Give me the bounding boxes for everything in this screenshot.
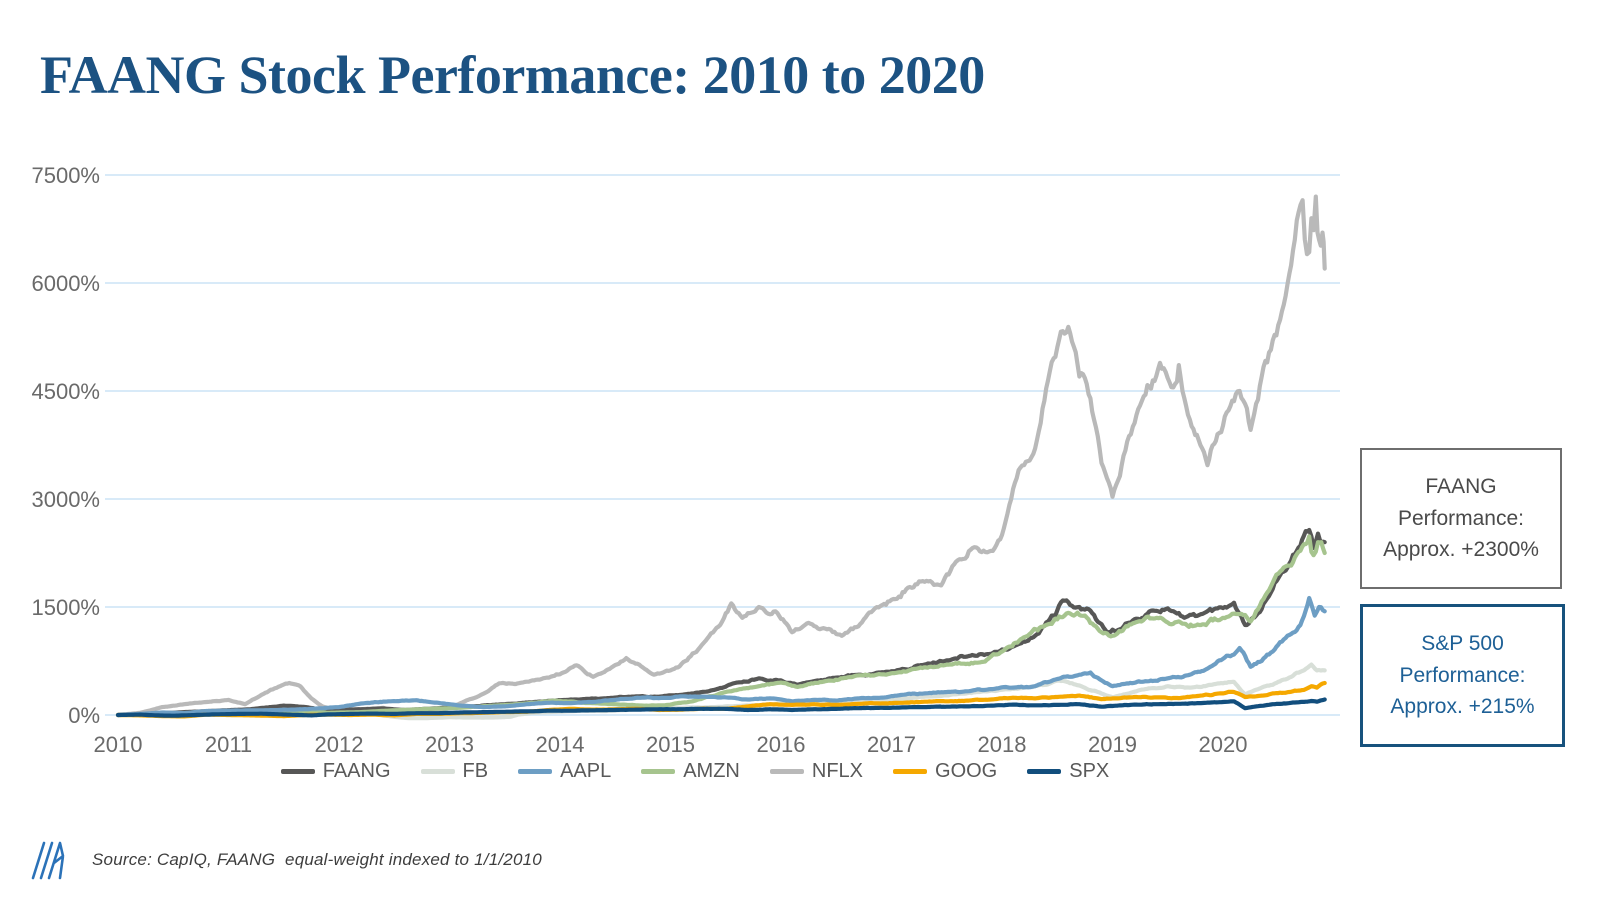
brand-logo-icon (31, 841, 65, 880)
legend-label-nflx: NFLX (811, 760, 864, 782)
x-axis-label-2018: 2018 (978, 732, 1027, 757)
legend-item-aapl: AAPL (518, 760, 611, 783)
legend-swatch-goog (893, 769, 928, 774)
series-line-nflx (115, 194, 1327, 718)
x-axis-label-2010: 2010 (94, 732, 143, 757)
callout-sp500-line2: Performance: (1399, 663, 1526, 687)
y-axis-label-7500: 7500% (31, 163, 100, 188)
legend-item-goog: GOOG (893, 760, 997, 783)
legend-item-amzn: AMZN (641, 760, 740, 783)
x-axis-label-2019: 2019 (1088, 732, 1137, 757)
callout-sp500-line3: Approx. +215% (1390, 695, 1535, 719)
callout-sp500-line1: S&P 500 (1421, 632, 1504, 656)
x-axis-label-2011: 2011 (205, 732, 252, 757)
legend-item-nflx: NFLX (769, 760, 864, 783)
legend-swatch-fb (420, 769, 455, 774)
legend-swatch-amzn (641, 769, 676, 774)
legend-swatch-aapl (518, 769, 553, 774)
y-axis-label-1500: 1500% (31, 595, 100, 620)
series-line-amzn (115, 534, 1327, 718)
x-axis-label-2013: 2013 (425, 732, 474, 757)
chart-legend: FAANG FB AAPL AMZN NFLX GOOG SPX (105, 760, 1285, 783)
y-axis-label-0: 0% (68, 703, 100, 728)
legend-swatch-faang (280, 769, 315, 774)
callout-faang-line3: Approx. +2300% (1383, 538, 1539, 562)
legend-label-goog: GOOG (935, 760, 998, 782)
performance-chart: 0% 1500% 3000% 4500% 6000% 7500% 2010 2011 2012 2… (31, 163, 1340, 757)
legend-swatch-spx (1027, 769, 1062, 774)
x-axis-label-2012: 2012 (315, 732, 364, 757)
callout-faang-performance: FAANG Performance: Approx. +2300% (1360, 448, 1562, 589)
callout-faang-line1: FAANG (1425, 475, 1497, 499)
legend-label-spx: SPX (1069, 760, 1110, 782)
chart-title: FAANG Stock Performance: 2010 to 2020 (40, 45, 985, 105)
source-text: Source: CapIQ, FAANG equal-weight indexe… (92, 850, 542, 869)
legend-swatch-nflx (769, 769, 804, 774)
legend-item-spx: SPX (1027, 760, 1109, 783)
legend-label-fb: FB (462, 760, 489, 782)
x-axis-label-2014: 2014 (536, 732, 585, 757)
callout-sp500-performance: S&P 500 Performance: Approx. +215% (1360, 604, 1565, 747)
legend-item-faang: FAANG (280, 760, 391, 783)
series-line-aapl (115, 595, 1327, 718)
x-axis-label-2015: 2015 (646, 732, 695, 757)
series-line-spx (115, 697, 1327, 718)
y-axis-label-4500: 4500% (31, 379, 100, 404)
x-axis-label-2020: 2020 (1199, 732, 1248, 757)
legend-label-aapl: AAPL (560, 760, 612, 782)
legend-label-faang: FAANG (322, 760, 391, 782)
y-axis-label-6000: 6000% (31, 271, 100, 296)
y-axis-label-3000: 3000% (31, 487, 100, 512)
x-axis-label-2017: 2017 (867, 732, 916, 757)
x-axis-label-2016: 2016 (757, 732, 806, 757)
source-row: Source: CapIQ, FAANG equal-weight indexe… (30, 836, 542, 884)
callout-faang-line2: Performance: (1397, 506, 1525, 530)
legend-label-amzn: AMZN (683, 760, 740, 782)
legend-item-fb: FB (420, 760, 489, 783)
